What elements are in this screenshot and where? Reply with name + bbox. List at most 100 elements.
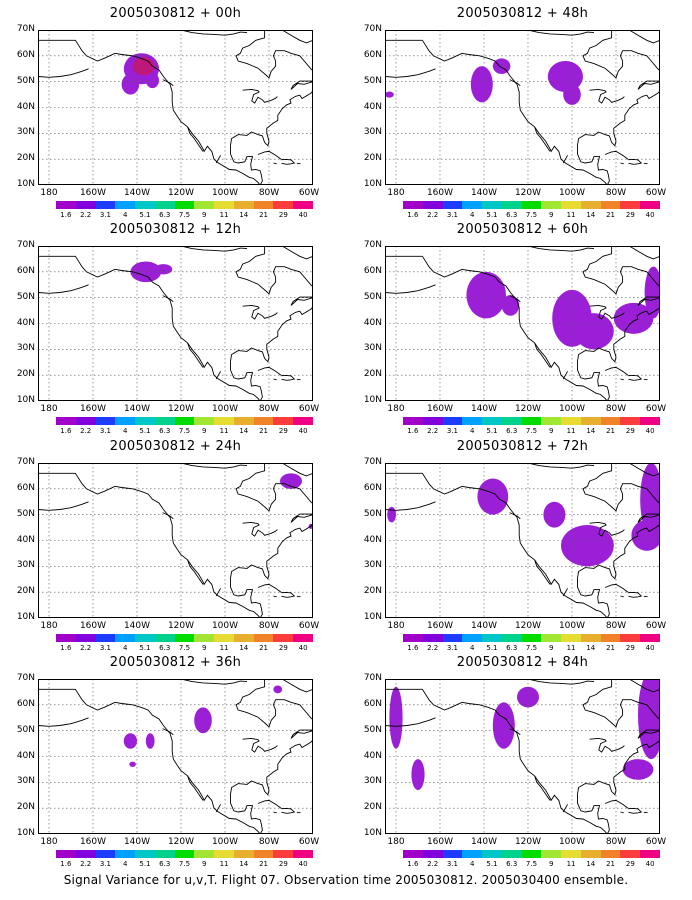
lon-tick-label: 80W bbox=[258, 621, 280, 631]
colorbar-segment bbox=[442, 634, 463, 642]
lon-tick-label: 100W bbox=[558, 837, 586, 847]
lat-tick-label: 50N bbox=[363, 75, 382, 86]
colorbar-label: 4 bbox=[469, 644, 475, 652]
colorbar-label: 1.6 bbox=[60, 211, 72, 219]
colorbar bbox=[403, 201, 660, 209]
lat-tick-label: 10N bbox=[16, 612, 35, 622]
colorbar-segment bbox=[561, 201, 581, 209]
colorbar-label: 9 bbox=[202, 644, 207, 652]
coastline bbox=[620, 811, 624, 814]
colorbar-segment bbox=[521, 201, 542, 209]
lat-tick-label: 30N bbox=[16, 560, 35, 571]
colorbar-label: 9 bbox=[202, 211, 207, 219]
lat-tick-label: 70N bbox=[363, 673, 382, 683]
coastline bbox=[273, 378, 277, 381]
coastline bbox=[281, 30, 313, 44]
colorbar-segment bbox=[273, 417, 294, 425]
colorbar-segment bbox=[422, 417, 443, 425]
lon-tick-label: 140W bbox=[470, 621, 498, 631]
colorbar-label: 3.1 bbox=[99, 427, 111, 435]
coastline bbox=[187, 342, 204, 368]
lat-tick-label: 40N bbox=[16, 750, 35, 761]
lat-tick-label: 20N bbox=[16, 586, 35, 597]
coastline bbox=[187, 559, 204, 585]
colorbar-segment bbox=[541, 201, 562, 209]
colorbar-label: 21 bbox=[259, 427, 269, 435]
lat-tick-label: 10N bbox=[363, 395, 382, 405]
lat-tick-label: 60N bbox=[16, 265, 35, 276]
coastline bbox=[257, 366, 282, 376]
colorbar-segment bbox=[273, 201, 294, 209]
coastline bbox=[620, 162, 624, 165]
colorbar-segment bbox=[541, 850, 562, 858]
colorbar-label: 1.6 bbox=[60, 427, 72, 435]
colorbar-label: 14 bbox=[586, 860, 596, 868]
lon-tick-label: 100W bbox=[558, 188, 586, 198]
lat-tick-label: 60N bbox=[363, 49, 382, 60]
colorbar-segment bbox=[253, 201, 274, 209]
signal-variance-region bbox=[273, 685, 283, 694]
lat-tick-label: 70N bbox=[16, 457, 35, 467]
colorbar-label: 9 bbox=[549, 211, 554, 219]
coastline bbox=[589, 304, 625, 320]
colorbar-segment bbox=[580, 850, 601, 858]
colorbar-segment bbox=[561, 417, 581, 425]
lon-tick-label: 80W bbox=[258, 404, 280, 414]
lat-tick-label: 60N bbox=[363, 698, 382, 709]
coastline bbox=[242, 304, 278, 320]
colorbar-label: 40 bbox=[298, 644, 308, 652]
coastline bbox=[235, 463, 266, 490]
lat-tick-label: 70N bbox=[16, 24, 35, 34]
colorbar-label: 40 bbox=[298, 860, 308, 868]
coastline bbox=[577, 523, 660, 618]
coastline bbox=[281, 158, 296, 165]
lat-tick-label: 20N bbox=[363, 802, 382, 813]
panel-title: 2005030812 + 84h bbox=[456, 655, 589, 670]
signal-variance-region bbox=[130, 261, 162, 283]
lon-tick-label: 100W bbox=[558, 404, 586, 414]
lon-tick-label: 100W bbox=[211, 188, 239, 198]
colorbar-label: 2.2 bbox=[80, 644, 92, 652]
panel-title: 2005030812 + 12h bbox=[109, 222, 242, 237]
coastline bbox=[230, 90, 313, 185]
colorbar-label: 5.1 bbox=[139, 427, 151, 435]
colorbar-segment bbox=[194, 417, 215, 425]
colorbar-segment bbox=[115, 634, 136, 642]
lon-tick-label: 180 bbox=[40, 404, 58, 414]
coastline bbox=[242, 737, 278, 753]
colorbar-segment bbox=[174, 417, 195, 425]
panel-title: 2005030812 + 48h bbox=[456, 6, 589, 21]
coastline bbox=[562, 804, 568, 813]
colorbar-segment bbox=[600, 417, 621, 425]
lon-tick-label: 120W bbox=[514, 621, 542, 631]
colorbar-label: 21 bbox=[606, 427, 616, 435]
lat-tick-label: 70N bbox=[363, 24, 382, 34]
colorbar-segment bbox=[442, 201, 463, 209]
coastline bbox=[620, 378, 624, 381]
signal-variance-region bbox=[492, 702, 515, 749]
colorbar-segment bbox=[95, 201, 116, 209]
map-plot bbox=[385, 679, 660, 834]
colorbar-segment bbox=[422, 850, 443, 858]
panel-title: 2005030812 + 60h bbox=[456, 222, 589, 237]
coastline bbox=[257, 799, 282, 809]
colorbar-segment bbox=[233, 850, 254, 858]
map-plot bbox=[385, 246, 660, 401]
colorbar-segment bbox=[253, 850, 274, 858]
lon-tick-label: 180 bbox=[387, 404, 405, 414]
colorbar-segment bbox=[462, 634, 483, 642]
signal-variance-region bbox=[121, 73, 140, 95]
coastline bbox=[628, 30, 660, 44]
coastline bbox=[620, 595, 624, 598]
colorbar-label: 4 bbox=[469, 427, 475, 435]
signal-variance-region bbox=[387, 506, 396, 523]
signal-variance-region bbox=[501, 295, 520, 316]
coastline bbox=[162, 728, 174, 736]
colorbar-segment bbox=[462, 201, 483, 209]
coastline bbox=[509, 295, 521, 303]
lon-tick-label: 180 bbox=[387, 621, 405, 631]
lon-tick-label: 120W bbox=[514, 837, 542, 847]
colorbar-label: 1.6 bbox=[407, 211, 419, 219]
coastline bbox=[582, 463, 613, 490]
lat-tick-label: 50N bbox=[363, 508, 382, 519]
